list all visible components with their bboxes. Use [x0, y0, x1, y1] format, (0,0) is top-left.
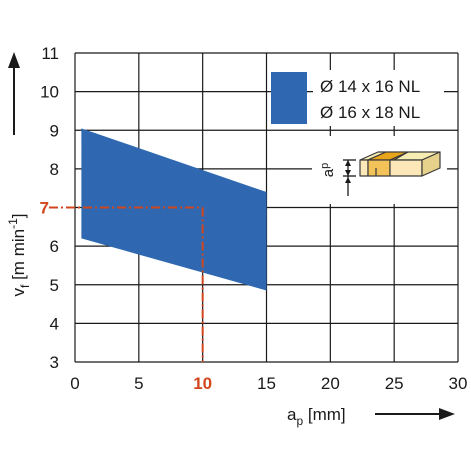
workpiece-block: [359, 151, 441, 177]
inset-ap-illustration: ap: [312, 136, 447, 204]
y-tick-labels: 345678910117: [40, 44, 59, 372]
legend-entry-1: Ø 14 x 16 NL: [320, 77, 420, 96]
x-axis-arrow: [375, 408, 455, 420]
y-axis-label-sup: -1: [6, 218, 20, 229]
x-axis-label-main: a: [287, 405, 297, 424]
x-tick-label: 30: [449, 374, 468, 393]
inset-label-sub: p: [319, 163, 331, 169]
x-axis-label-unit: [mm]: [303, 405, 346, 424]
x-axis-label: ap [mm]: [287, 405, 346, 428]
y-axis-label-close: ]: [9, 214, 28, 219]
x-tick-labels: 05101520253010: [70, 374, 467, 393]
x-tick-label: 20: [321, 374, 340, 393]
y-tick-label: 6: [50, 237, 59, 256]
y-tick-label: 3: [50, 353, 59, 372]
area-layer: [81, 128, 267, 291]
reading-layer: [49, 206, 204, 362]
y-tick-label: 11: [41, 44, 59, 63]
y-tick-label: 5: [50, 276, 59, 295]
y-axis-label-sub: f: [18, 284, 32, 288]
inset-label: ap: [319, 163, 337, 177]
y-tick-label: 4: [50, 314, 59, 333]
legend-entry-2: Ø 16 x 18 NL: [320, 103, 420, 122]
x-tick-label: 5: [134, 374, 143, 393]
legend-swatch: [271, 72, 307, 124]
y-tick-label: 9: [50, 121, 59, 140]
x-reading-label: 10: [193, 374, 212, 393]
x-tick-label: 15: [257, 374, 276, 393]
x-tick-label: 25: [385, 374, 404, 393]
legend: Ø 14 x 16 NL Ø 16 x 18 NL: [271, 70, 444, 126]
y-tick-label: 8: [50, 160, 59, 179]
y-reading-label: 7: [40, 199, 49, 218]
inset-label-main: a: [320, 168, 337, 177]
y-axis-arrow: [8, 52, 20, 135]
y-axis-label-unit: [m min: [9, 229, 28, 285]
y-axis-label: vf [m min-1]: [6, 214, 32, 297]
x-axis-label-sub: p: [296, 414, 303, 428]
series-area-0: [81, 128, 267, 291]
y-tick-label: 10: [40, 83, 59, 102]
x-tick-label: 0: [70, 374, 79, 393]
legend-text-bg: [313, 70, 444, 126]
y-axis-label-main: v: [9, 287, 28, 296]
